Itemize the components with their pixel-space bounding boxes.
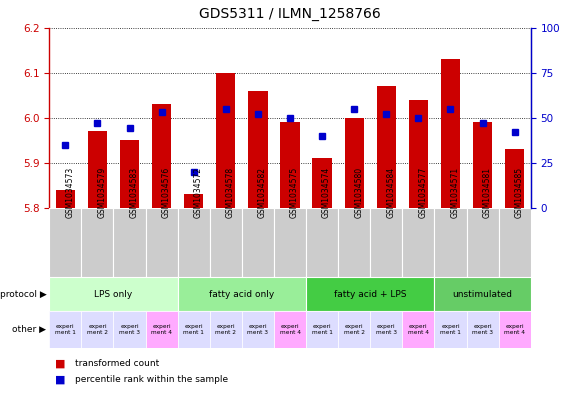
Bar — [49, 277, 177, 311]
Bar — [274, 208, 306, 277]
Bar — [345, 118, 364, 208]
Text: unstimulated: unstimulated — [452, 290, 513, 299]
Bar — [306, 277, 434, 311]
Text: GSM1034580: GSM1034580 — [354, 167, 363, 218]
Text: experi
ment 4: experi ment 4 — [408, 324, 429, 335]
Bar — [152, 104, 171, 208]
Text: percentile rank within the sample: percentile rank within the sample — [75, 375, 229, 384]
Bar — [210, 208, 242, 277]
Text: experi
ment 3: experi ment 3 — [472, 324, 493, 335]
Bar — [409, 99, 428, 208]
Text: GSM1034584: GSM1034584 — [386, 167, 396, 218]
Bar — [114, 311, 146, 348]
Bar — [81, 208, 114, 277]
Bar — [376, 86, 396, 208]
Text: experi
ment 3: experi ment 3 — [248, 324, 269, 335]
Bar — [114, 208, 146, 277]
Text: GSM1034583: GSM1034583 — [129, 167, 139, 218]
Bar — [146, 208, 177, 277]
Text: ■: ■ — [55, 358, 66, 369]
Text: GSM1034572: GSM1034572 — [194, 167, 203, 218]
Text: LPS only: LPS only — [95, 290, 133, 299]
Text: GDS5311 / ILMN_1258766: GDS5311 / ILMN_1258766 — [199, 7, 381, 21]
Text: experi
ment 2: experi ment 2 — [87, 324, 108, 335]
Text: ■: ■ — [55, 374, 66, 384]
Bar — [338, 208, 370, 277]
Text: GSM1034579: GSM1034579 — [97, 167, 107, 218]
Text: GSM1034581: GSM1034581 — [483, 167, 492, 218]
Bar — [216, 73, 235, 208]
Bar — [466, 311, 499, 348]
Bar — [242, 311, 274, 348]
Text: transformed count: transformed count — [75, 359, 160, 368]
Bar — [88, 131, 107, 208]
Bar — [184, 194, 204, 208]
Text: experi
ment 4: experi ment 4 — [280, 324, 300, 335]
Bar — [274, 311, 306, 348]
Bar — [434, 208, 466, 277]
Bar — [441, 59, 460, 208]
Text: GSM1034576: GSM1034576 — [162, 167, 171, 218]
Bar — [242, 208, 274, 277]
Bar — [466, 208, 499, 277]
Text: experi
ment 4: experi ment 4 — [151, 324, 172, 335]
Bar — [499, 208, 531, 277]
Text: GSM1034578: GSM1034578 — [226, 167, 235, 218]
Text: GSM1034577: GSM1034577 — [418, 167, 427, 218]
Text: fatty acid + LPS: fatty acid + LPS — [334, 290, 407, 299]
Bar — [370, 311, 403, 348]
Bar — [81, 311, 114, 348]
Bar — [403, 311, 434, 348]
Bar — [306, 311, 338, 348]
Text: fatty acid only: fatty acid only — [209, 290, 274, 299]
Bar — [403, 208, 434, 277]
Text: GSM1034585: GSM1034585 — [514, 167, 524, 218]
Text: GSM1034571: GSM1034571 — [451, 167, 459, 218]
Bar — [370, 208, 403, 277]
Bar — [56, 189, 75, 208]
Text: experi
ment 3: experi ment 3 — [119, 324, 140, 335]
Text: GSM1034573: GSM1034573 — [66, 167, 74, 218]
Bar — [338, 311, 370, 348]
Text: GSM1034582: GSM1034582 — [258, 167, 267, 218]
Text: experi
ment 2: experi ment 2 — [215, 324, 236, 335]
Bar — [499, 311, 531, 348]
Bar — [146, 311, 177, 348]
Bar — [306, 208, 338, 277]
Bar — [434, 277, 531, 311]
Text: experi
ment 2: experi ment 2 — [344, 324, 365, 335]
Text: experi
ment 1: experi ment 1 — [183, 324, 204, 335]
Text: experi
ment 4: experi ment 4 — [504, 324, 525, 335]
Bar — [177, 208, 210, 277]
Text: experi
ment 1: experi ment 1 — [311, 324, 332, 335]
Text: protocol ▶: protocol ▶ — [0, 290, 46, 299]
Bar — [49, 208, 81, 277]
Bar — [49, 311, 81, 348]
Bar — [177, 277, 306, 311]
Bar — [313, 158, 332, 208]
Text: experi
ment 3: experi ment 3 — [376, 324, 397, 335]
Text: other ▶: other ▶ — [12, 325, 46, 334]
Bar — [248, 90, 267, 208]
Text: GSM1034575: GSM1034575 — [290, 167, 299, 218]
Text: experi
ment 1: experi ment 1 — [440, 324, 461, 335]
Bar — [120, 140, 139, 208]
Bar — [210, 311, 242, 348]
Bar — [473, 122, 492, 208]
Text: GSM1034574: GSM1034574 — [322, 167, 331, 218]
Bar — [177, 311, 210, 348]
Bar — [280, 122, 300, 208]
Bar — [505, 149, 524, 208]
Bar — [434, 311, 466, 348]
Text: experi
ment 1: experi ment 1 — [55, 324, 76, 335]
